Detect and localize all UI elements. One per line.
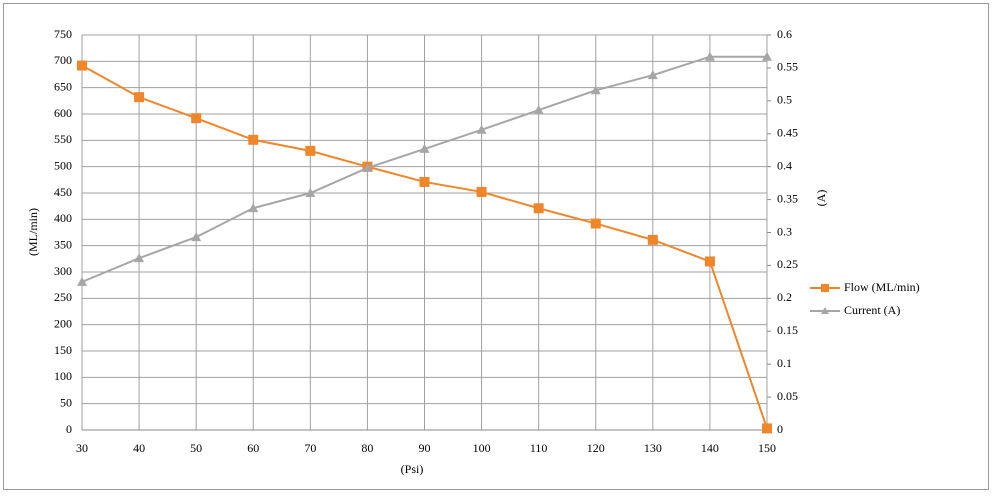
y2-tick-label: 0.55	[777, 60, 798, 74]
legend-marker	[821, 307, 829, 314]
y2-tick-label: 0.25	[777, 257, 798, 271]
y-tick-label: 150	[54, 343, 72, 357]
x-tick-label: 30	[76, 441, 88, 455]
y2-axis-label: (A)	[814, 190, 828, 207]
y-tick-label: 50	[60, 395, 72, 409]
point-marker	[305, 188, 316, 197]
x-tick-label: 150	[758, 441, 776, 455]
point-marker	[762, 51, 772, 61]
legend-label: Flow (ML/min)	[844, 280, 920, 294]
point-marker	[533, 203, 544, 214]
x-axis-label: (Psi)	[401, 462, 424, 476]
point-marker	[533, 105, 544, 115]
y-tick-label: 200	[54, 316, 72, 330]
y2-tick-label: 0.1	[777, 356, 792, 370]
y-tick-label: 0	[66, 422, 72, 436]
y-tick-label: 350	[54, 237, 72, 251]
point-marker	[762, 423, 772, 434]
point-marker	[248, 134, 259, 145]
point-marker	[647, 234, 658, 245]
point-marker	[590, 218, 601, 229]
x-tick-label: 140	[701, 441, 719, 455]
x-tick-label: 120	[587, 441, 605, 455]
y-tick-label: 700	[54, 53, 72, 67]
point-marker	[134, 253, 145, 263]
point-marker	[191, 113, 202, 124]
y2-tick-label: 0.15	[777, 323, 798, 337]
x-tick-label: 110	[530, 441, 548, 455]
y2-tick-label: 0.4	[777, 158, 792, 172]
x-tick-label: 40	[133, 441, 145, 455]
point-marker	[134, 92, 145, 103]
point-marker	[77, 60, 87, 71]
x-tick-label: 50	[190, 441, 202, 455]
x-tick-label: 60	[247, 441, 259, 455]
y2-tick-label: 0.6	[777, 27, 792, 41]
y-tick-label: 750	[54, 27, 72, 41]
point-marker	[77, 276, 87, 286]
point-marker	[191, 232, 202, 242]
y-tick-label: 600	[54, 106, 72, 120]
point-marker	[476, 124, 487, 134]
x-tick-label: 80	[361, 441, 373, 455]
y2-tick-label: 0.2	[777, 290, 792, 304]
x-tick-label: 70	[304, 441, 316, 455]
point-marker	[704, 256, 715, 267]
y-tick-label: 100	[54, 369, 72, 383]
point-marker	[590, 85, 601, 95]
point-marker	[476, 186, 487, 197]
x-tick-label: 90	[419, 441, 431, 455]
y2-tick-label: 0.45	[777, 126, 798, 140]
y-tick-label: 500	[54, 158, 72, 172]
legend-label: Current (A)	[844, 303, 900, 317]
x-tick-label: 100	[473, 441, 491, 455]
point-marker	[305, 145, 316, 156]
point-marker	[647, 70, 658, 80]
point-marker	[419, 176, 430, 187]
y2-tick-label: 0.5	[777, 93, 792, 107]
point-marker	[248, 203, 259, 213]
y-axis-label: (ML/min)	[26, 208, 40, 256]
y-tick-label: 550	[54, 132, 72, 146]
point-marker	[362, 162, 373, 172]
y-tick-label: 450	[54, 185, 72, 199]
y-tick-label: 250	[54, 290, 72, 304]
y-tick-label: 300	[54, 264, 72, 278]
y-tick-label: 650	[54, 79, 72, 93]
y2-tick-label: 0	[777, 422, 783, 436]
point-marker	[704, 51, 715, 61]
chart-frame	[3, 3, 989, 490]
y2-tick-label: 0.3	[777, 224, 792, 238]
y-tick-label: 400	[54, 211, 72, 225]
x-tick-label: 130	[644, 441, 662, 455]
y2-tick-label: 0.05	[777, 389, 798, 403]
legend-marker	[821, 284, 829, 292]
y2-tick-label: 0.35	[777, 191, 798, 205]
point-marker	[419, 143, 430, 153]
